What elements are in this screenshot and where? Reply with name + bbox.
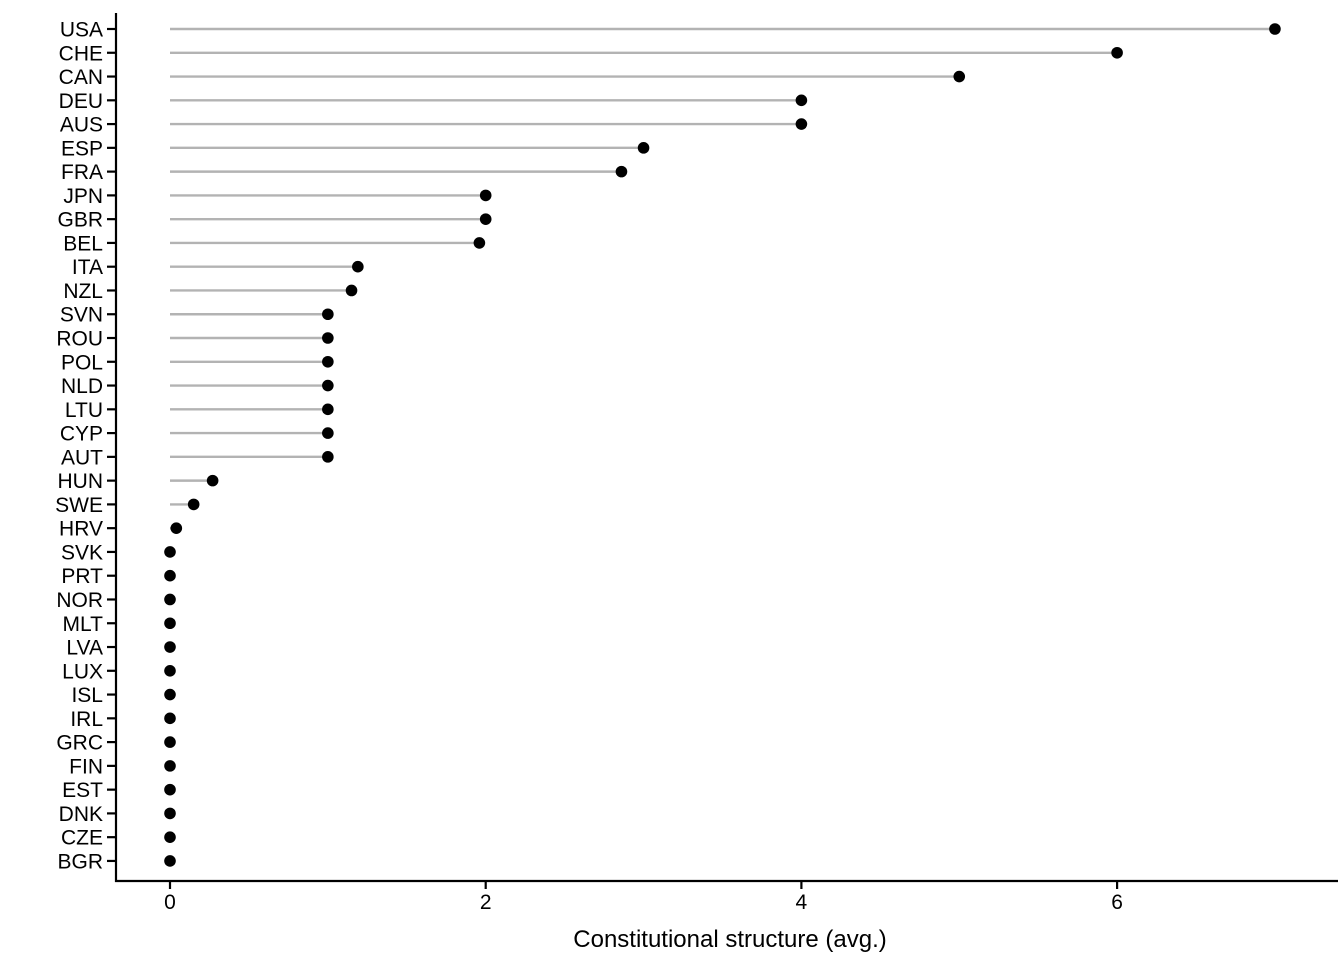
lollipop-dot [322, 332, 334, 344]
y-tick-label: SVN [60, 304, 103, 327]
lollipop-dot [479, 189, 492, 202]
lollipop-dot [322, 403, 334, 416]
y-tick-label: POL [61, 351, 103, 374]
y-tick-label: USA [60, 19, 103, 42]
lollipop-dot [164, 783, 176, 796]
y-tick-label: BGR [57, 850, 103, 873]
lollipop-dot [170, 522, 183, 534]
lollipop-dot [164, 593, 176, 606]
lollipop-dot [473, 237, 486, 249]
y-tick-label: CAN [59, 66, 103, 89]
y-tick-label: DEU [59, 90, 103, 113]
lollipop-dot [322, 355, 334, 368]
y-tick-label: CZE [61, 827, 103, 850]
y-tick-label: LVA [66, 637, 103, 660]
y-tick-label: JPN [63, 185, 103, 208]
lollipop-dot [322, 427, 334, 439]
y-tick-label: EST [62, 779, 103, 802]
y-tick-label: NLD [61, 375, 103, 398]
lollipop-dot [637, 142, 650, 154]
lollipop-dot [164, 546, 176, 558]
lollipop-dot [164, 736, 176, 748]
lollipop-dot [345, 284, 358, 297]
y-tick-label: PRT [61, 565, 103, 588]
y-tick-label: HRV [59, 518, 103, 541]
lollipop-dot [795, 94, 808, 107]
y-tick-label: CYP [60, 423, 103, 446]
x-tick-label: 6 [1111, 891, 1123, 914]
lollipop-dot [164, 760, 176, 772]
lollipop-dot [352, 260, 364, 273]
y-tick-label: SWE [55, 494, 103, 517]
lollipop-dot [1111, 46, 1123, 59]
y-tick-label: LTU [65, 399, 103, 422]
lollipop-dot [953, 70, 966, 83]
lollipop-dot [164, 617, 176, 630]
lollipop-dot [615, 165, 628, 178]
lollipop-dot [164, 569, 176, 582]
lollipop-dot [164, 712, 176, 725]
lollipop-dot [164, 664, 176, 677]
y-tick-label: ESP [61, 137, 103, 160]
y-tick-label: BEL [63, 232, 103, 255]
x-tick-label: 2 [480, 891, 492, 914]
y-tick-label: SVK [61, 541, 103, 564]
y-tick-label: GBR [57, 209, 103, 232]
lollipop-dot [164, 831, 176, 843]
y-tick-label: FRA [61, 161, 103, 184]
lollipop-dot [164, 807, 176, 820]
y-tick-label: IRL [70, 708, 103, 731]
y-tick-label: FIN [69, 755, 103, 778]
lollipop-dot [795, 118, 808, 130]
x-tick-label: 0 [164, 891, 176, 914]
y-tick-label: AUT [61, 446, 103, 469]
lollipop-dot [164, 688, 176, 701]
y-tick-label: ITA [72, 256, 103, 279]
x-axis-title: Constitutional structure (avg.) [573, 926, 886, 953]
lollipop-dot [1269, 23, 1281, 35]
y-tick-label: ISL [71, 684, 103, 707]
y-tick-label: GRC [56, 732, 103, 755]
y-tick-label: MLT [63, 613, 104, 636]
y-tick-label: AUS [60, 114, 103, 137]
lollipop-dot [164, 641, 176, 653]
y-tick-label: ROU [56, 328, 103, 351]
lollipop-dot [322, 451, 334, 463]
y-tick-label: LUX [62, 660, 103, 683]
lollipop-dot [187, 498, 200, 511]
y-tick-label: NZL [63, 280, 103, 303]
y-tick-label: NOR [56, 589, 103, 612]
lollipop-dot [164, 855, 176, 867]
y-tick-label: CHE [59, 42, 103, 65]
x-tick-label: 4 [796, 891, 808, 914]
lollipop-dot [322, 308, 334, 321]
y-tick-label: HUN [58, 470, 104, 493]
lollipop-dot [206, 474, 219, 487]
lollipop-dot [479, 213, 492, 225]
lollipop-dot [322, 379, 334, 392]
y-tick-label: DNK [59, 803, 103, 826]
